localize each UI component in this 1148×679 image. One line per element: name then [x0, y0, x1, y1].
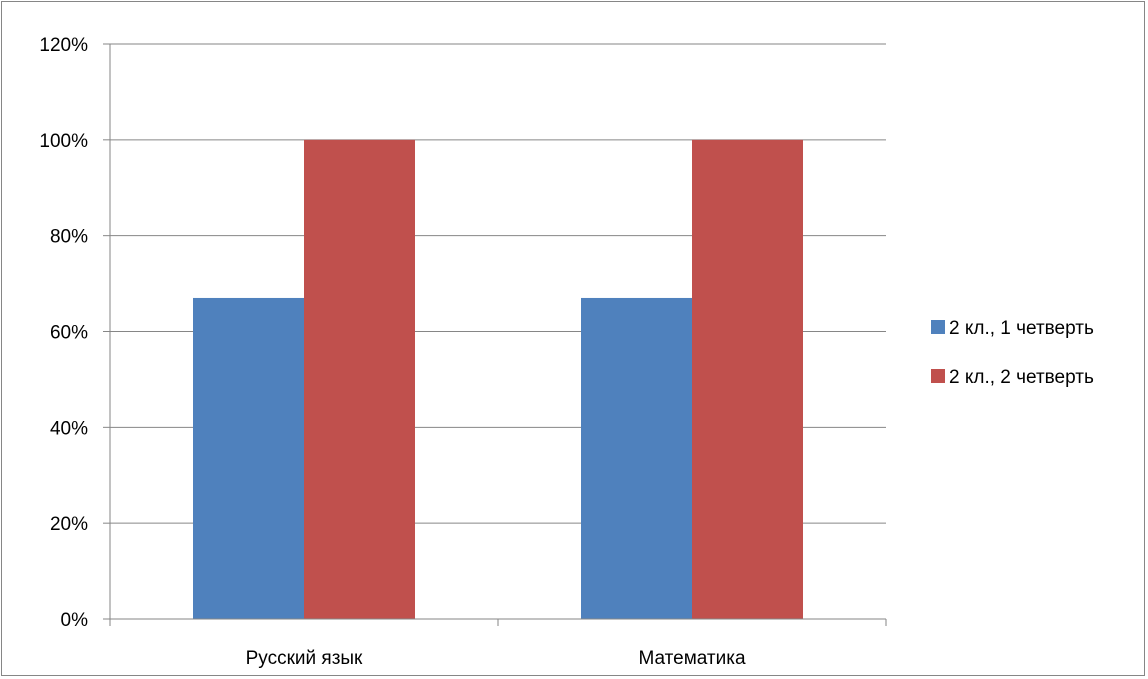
y-tick-label: 100% [39, 131, 88, 152]
bar-1-1 [193, 297, 304, 619]
bars [193, 139, 803, 620]
y-tick-label: 0% [61, 610, 89, 631]
bar-2-1 [304, 139, 415, 620]
y-tick-label: 60% [50, 323, 88, 344]
legend-swatch [931, 369, 945, 383]
legend-label: 2 кл., 1 четверть [949, 318, 1094, 339]
y-tick-labels: 0% 20% 40% 60% 80% 100% 120% [39, 35, 88, 631]
legend: 2 кл., 1 четверть 2 кл., 2 четверть [931, 318, 1094, 388]
legend-swatch [931, 320, 945, 334]
y-tick-label: 80% [50, 227, 88, 248]
y-tick-label: 120% [39, 35, 88, 56]
x-tick-label: Русский язык [246, 648, 363, 669]
y-tick-label: 20% [50, 514, 88, 535]
x-tick-labels: Русский язык Математика [246, 648, 746, 669]
y-tick-label: 40% [50, 418, 88, 439]
legend-label: 2 кл., 2 четверть [949, 367, 1094, 388]
bar-2-2 [692, 139, 803, 620]
bar-1-2 [581, 297, 692, 619]
x-tick-label: Математика [638, 648, 746, 669]
axes [103, 43, 887, 626]
